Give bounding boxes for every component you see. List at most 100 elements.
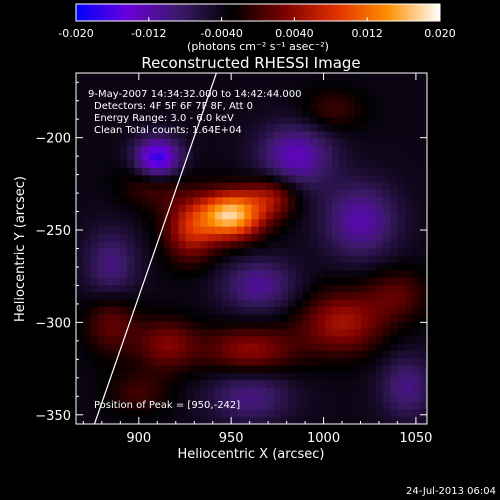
heatmap-cell [346, 321, 355, 330]
heatmap-cell [258, 263, 267, 272]
heatmap-cell [193, 153, 201, 162]
heatmap-cell [302, 321, 311, 330]
heatmap-cell [375, 146, 384, 155]
heatmap-cell [251, 263, 260, 272]
heatmap-cell [273, 138, 282, 147]
heatmap-cell [171, 416, 179, 424]
heatmap-cell [156, 307, 165, 315]
heatmap-cell [214, 204, 223, 213]
heatmap-cell [149, 241, 158, 250]
heatmap-cell [178, 109, 187, 118]
heatmap-cell [119, 307, 128, 315]
heatmap-cell [83, 336, 92, 345]
heatmap-cell [280, 153, 289, 162]
heatmap-cell [346, 168, 355, 176]
heatmap-cell [222, 124, 231, 133]
heatmap-cell [90, 138, 99, 147]
heatmap-cell [310, 255, 318, 264]
heatmap-cell [178, 116, 187, 125]
heatmap-cell [273, 350, 282, 359]
observation-info: 9-May-2007 14:34:32.000 to 14:42:44.000D… [88, 89, 301, 136]
heatmap-cell [112, 168, 121, 176]
heatmap-cell [390, 248, 399, 257]
heatmap-cell [222, 219, 231, 228]
heatmap-cell [236, 336, 245, 345]
heatmap-cell [141, 365, 150, 374]
heatmap-cell [331, 372, 340, 381]
heatmap-cell [317, 343, 326, 352]
heatmap-cell [229, 292, 238, 301]
heatmap-cell [134, 255, 143, 264]
heatmap-cell [236, 124, 245, 133]
heatmap-cell [214, 124, 223, 133]
heatmap-cell [149, 138, 158, 147]
heatmap-cell [273, 73, 282, 81]
heatmap-cell [112, 380, 121, 389]
heatmap-cell [141, 241, 150, 250]
heatmap-cell [105, 402, 114, 410]
heatmap-cell [127, 80, 136, 89]
heatmap-cell [383, 219, 392, 228]
heatmap-cell [156, 402, 165, 410]
heatmap-cell [222, 241, 231, 250]
heatmap-cell [178, 73, 187, 81]
heatmap-cell [375, 255, 384, 264]
heatmap-cell [214, 358, 223, 367]
heatmap-cell [317, 204, 326, 213]
heatmap-cell [324, 358, 333, 367]
heatmap-cell [200, 350, 209, 359]
heatmap-cell [229, 109, 238, 118]
heatmap-cell [251, 190, 260, 198]
heatmap-cell [119, 109, 128, 118]
heatmap-cell [266, 182, 275, 191]
heatmap-cell [222, 175, 231, 184]
heatmap-cell [236, 285, 245, 293]
heatmap-cell [251, 380, 260, 389]
annotation-line: Energy Range: 3.0 - 6.0 keV [94, 113, 234, 124]
heatmap-cell [134, 102, 143, 111]
heatmap-cell [258, 87, 267, 96]
heatmap-cell [339, 211, 348, 220]
heatmap-cell [119, 190, 128, 198]
heatmap-cell [412, 350, 421, 359]
heatmap-cell [361, 102, 370, 111]
heatmap-cell [229, 343, 238, 352]
heatmap-cell [258, 233, 267, 242]
heatmap-cell [353, 175, 362, 184]
heatmap-cell [83, 255, 92, 264]
heatmap-cell [405, 138, 413, 147]
heatmap-cell [295, 336, 304, 345]
heatmap-cell [361, 87, 370, 96]
heatmap-cell [405, 314, 413, 323]
heatmap-cell [273, 343, 282, 352]
heatmap-cell [119, 255, 128, 264]
heatmap-cell [353, 94, 362, 103]
heatmap-cell [185, 402, 194, 410]
heatmap-cell [149, 219, 158, 228]
y-tick-label: −350 [35, 409, 71, 424]
heatmap-cell [163, 241, 172, 250]
heatmap-cell [412, 314, 421, 323]
heatmap-cell [163, 94, 172, 103]
heatmap-cell [207, 73, 216, 81]
heatmap-cell [258, 109, 267, 118]
heatmap-cell [339, 307, 348, 315]
heatmap-cell [178, 402, 187, 410]
heatmap-cell [127, 299, 136, 308]
heatmap-cell [185, 380, 194, 389]
heatmap-cell [405, 160, 413, 169]
heatmap-cell [193, 380, 201, 389]
heatmap-cell [127, 233, 136, 242]
heatmap-cell [383, 197, 392, 206]
heatmap-cell [419, 277, 427, 286]
heatmap-cell [163, 255, 172, 264]
heatmap-cell [112, 307, 121, 315]
heatmap-cell [331, 387, 340, 396]
heatmap-cell [119, 153, 128, 162]
heatmap-cell [214, 116, 223, 125]
heatmap-cell [419, 292, 427, 301]
heatmap-cell [222, 328, 231, 337]
heatmap-cell [419, 285, 427, 293]
heatmap-cell [361, 219, 370, 228]
heatmap-cell [280, 124, 289, 133]
